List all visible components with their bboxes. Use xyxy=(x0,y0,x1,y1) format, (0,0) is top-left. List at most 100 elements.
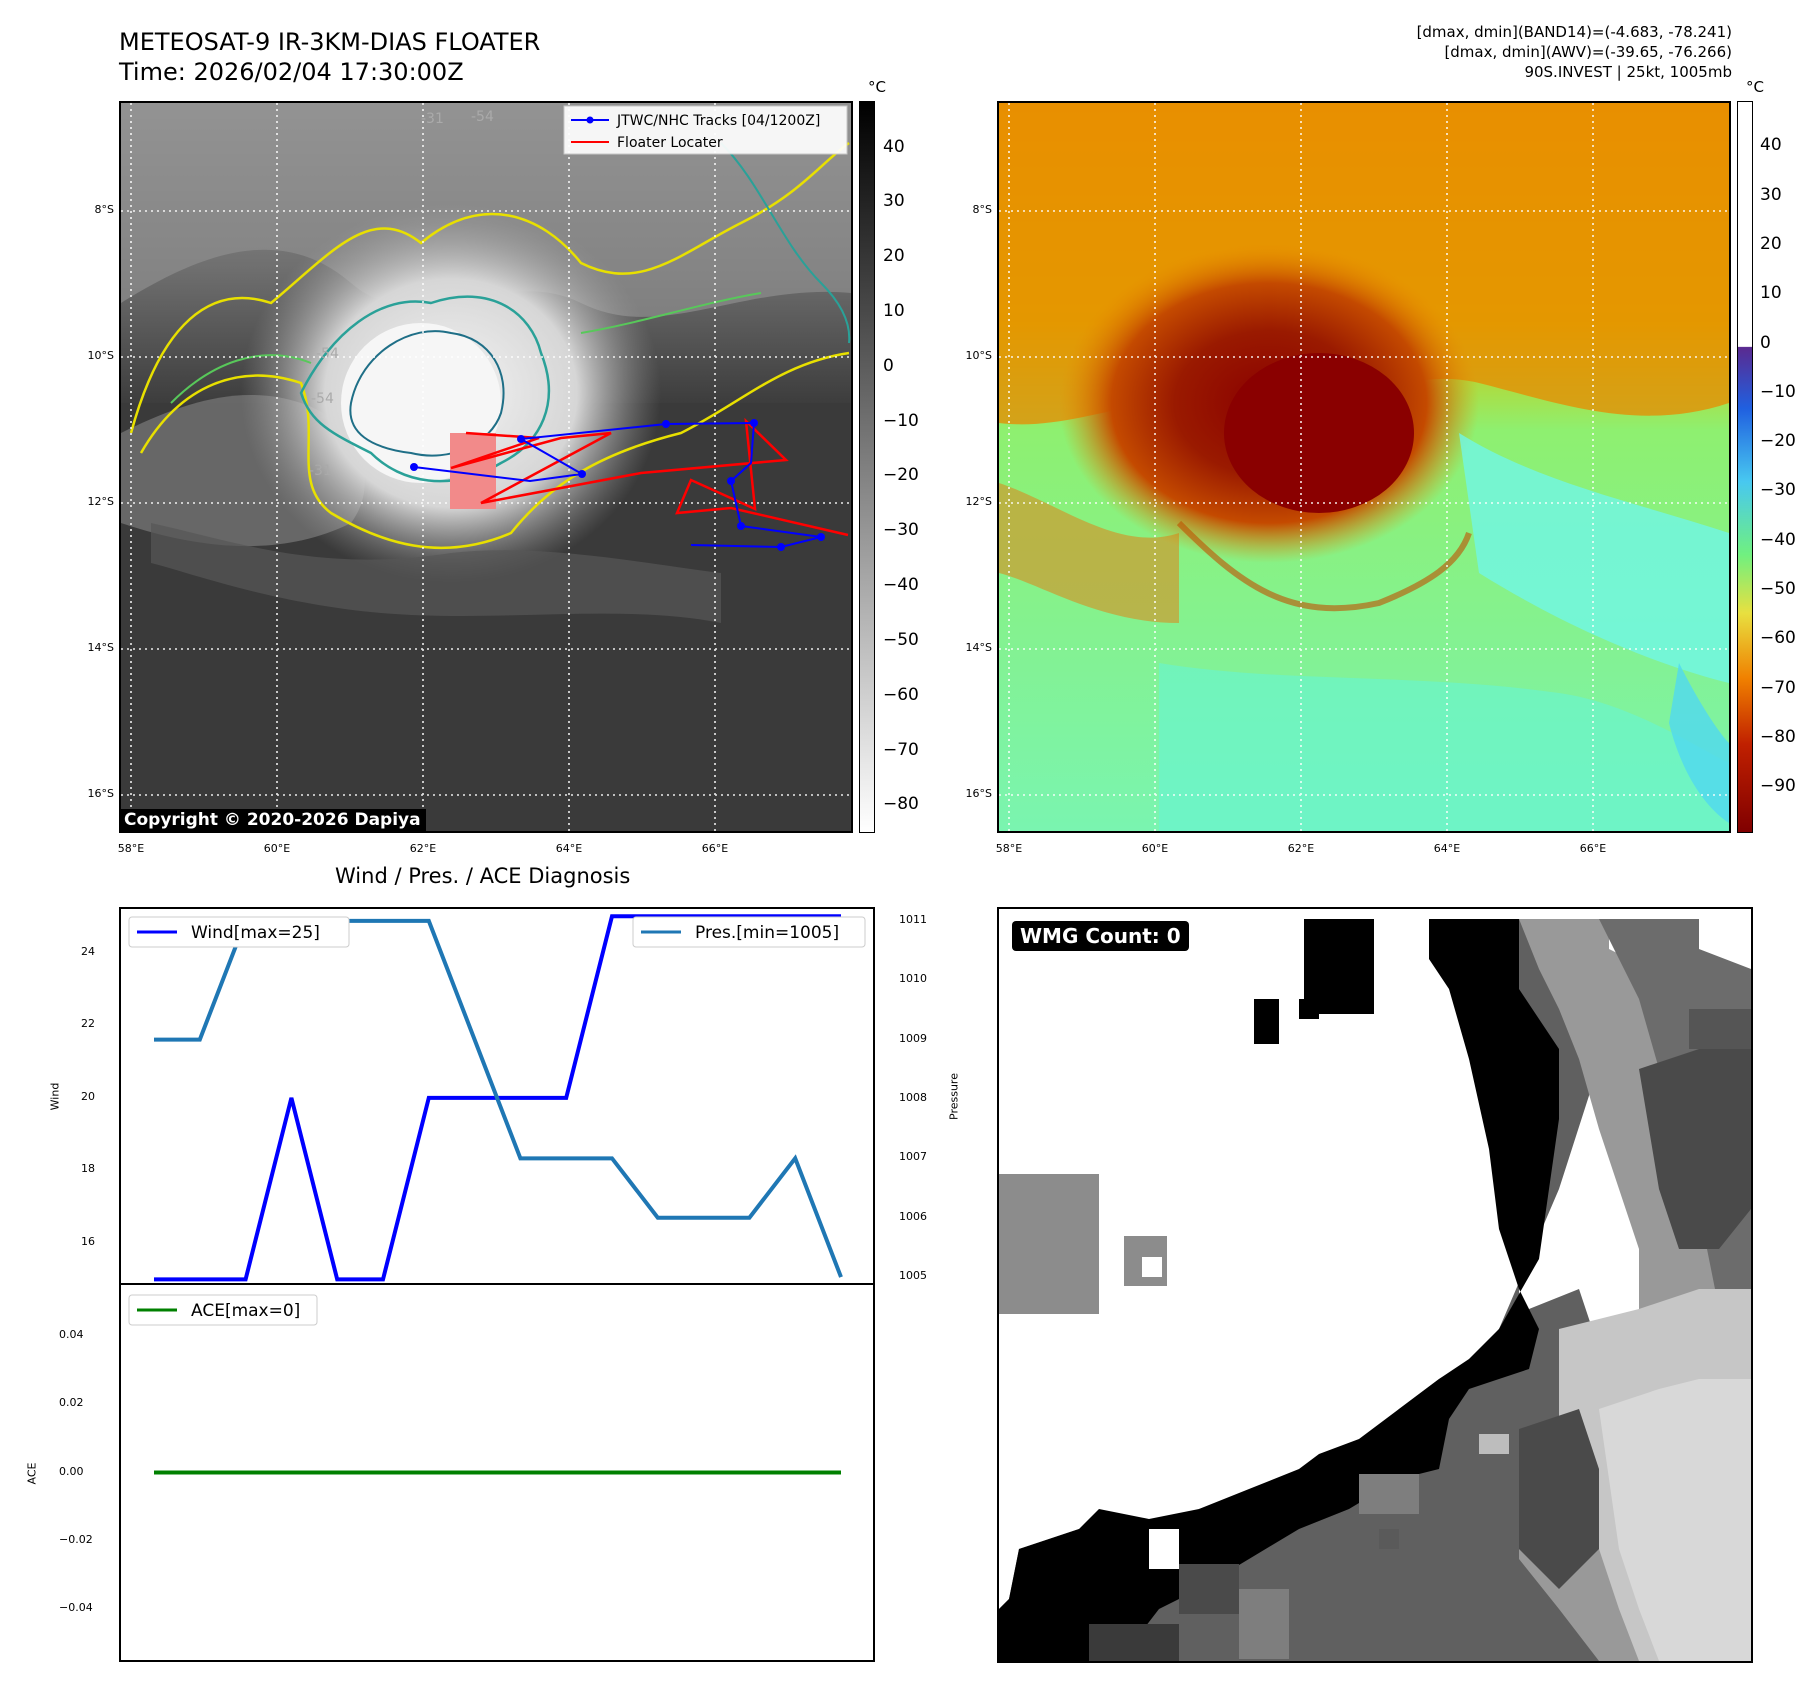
wind-legend-label: Wind[max=25] xyxy=(191,923,320,943)
colorbar-tick: 40 xyxy=(1760,135,1782,156)
ace-legend: ACE[max=0] xyxy=(128,1294,318,1326)
wmg-image xyxy=(999,919,1751,1661)
graticule xyxy=(999,103,1729,831)
colorbar-tick: 20 xyxy=(883,246,905,267)
colorbar-tick: 10 xyxy=(1760,283,1782,304)
ace-legend-label: ACE[max=0] xyxy=(191,1301,300,1321)
lon-label: 60°E xyxy=(263,842,291,855)
colorbar-tick: −40 xyxy=(883,575,919,596)
lon-label: 58°E xyxy=(995,842,1023,855)
wmg-count-badge: WMG Count: 0 xyxy=(1012,921,1189,951)
colorbar-tick: −10 xyxy=(1760,381,1796,402)
contour-label: -54 xyxy=(316,346,339,362)
diagnosis-chart: Wind[max=25] Pres.[min=1005] ACE[max=0] xyxy=(113,907,881,1662)
contour-label: -54 xyxy=(471,109,494,125)
colorbar-tick: −50 xyxy=(883,629,919,650)
pressure-tick-label: 1005 xyxy=(899,1269,927,1283)
colorbar-tick: −30 xyxy=(883,520,919,541)
pressure-tick-label: 1010 xyxy=(899,972,927,986)
colorbar-tick: −80 xyxy=(1760,726,1796,747)
pressure-tick-label: 1009 xyxy=(899,1031,927,1045)
colorbar-tick: 10 xyxy=(883,301,905,321)
awv-satellite-image xyxy=(999,103,1729,831)
awv-colorbar xyxy=(1737,101,1753,833)
ace-tick-label: 0.00 xyxy=(59,1464,84,1478)
colorbar-tick: 30 xyxy=(1760,184,1782,205)
lat-label: 14°S xyxy=(87,641,114,654)
lon-label: 66°E xyxy=(701,842,729,855)
colorbar-tick: 20 xyxy=(1760,233,1782,254)
wind-legend: Wind[max=25] xyxy=(128,916,350,948)
figure-title: METEOSAT-9 IR-3KM-DIAS FLOATER xyxy=(119,28,541,56)
colorbar-tick: 30 xyxy=(883,191,905,212)
legend-locater-label: Floater Locater xyxy=(617,135,723,151)
ir-satellite-image: -31 -54 -54 -31 -54 JT xyxy=(121,103,851,831)
awv-stats: [dmax, dmin](AWV)=(-39.65, -76.266) xyxy=(1444,43,1732,61)
ir-colorbar xyxy=(859,101,875,833)
colorbar-tick: −60 xyxy=(1760,628,1796,649)
lat-label: 14°S xyxy=(965,641,992,654)
ace-tick-label: 0.02 xyxy=(59,1396,84,1410)
ace-axis-label: ACE xyxy=(25,1462,39,1485)
wind-tick-label: 22 xyxy=(81,1017,95,1031)
lat-label: 8°S xyxy=(94,203,114,216)
colorbar-tick: −60 xyxy=(883,684,919,705)
colorbar-tick: −40 xyxy=(1760,529,1796,550)
lat-label: 12°S xyxy=(965,495,992,508)
diagnosis-title: Wind / Pres. / ACE Diagnosis xyxy=(335,864,631,888)
lat-label: 10°S xyxy=(965,349,992,362)
ace-tick-label: −0.04 xyxy=(59,1600,93,1614)
colorbar-tick: −90 xyxy=(1760,776,1796,797)
contour-label: -31 xyxy=(421,111,444,127)
ace-tick-label: 0.04 xyxy=(59,1328,84,1342)
wind-tick-label: 24 xyxy=(81,944,95,958)
colorbar-tick: 0 xyxy=(1760,332,1771,353)
awv-map-panel xyxy=(997,101,1731,833)
track-points xyxy=(410,419,825,551)
colorbar-unit: °C xyxy=(1746,78,1764,96)
lon-label: 64°E xyxy=(555,842,583,855)
lat-label: 16°S xyxy=(965,787,992,800)
lon-label: 58°E xyxy=(117,842,145,855)
colorbar-tick: −10 xyxy=(883,410,919,431)
lat-label: 12°S xyxy=(87,495,114,508)
lat-label: 16°S xyxy=(87,787,114,800)
map-legend: JTWC/NHC Tracks [04/1200Z] Floater Locat… xyxy=(563,105,848,155)
lon-label: 64°E xyxy=(1433,842,1461,855)
colorbar-unit: °C xyxy=(868,78,886,96)
wmg-panel xyxy=(997,907,1753,1663)
storm-info: 90S.INVEST | 25kt, 1005mb xyxy=(1524,63,1732,81)
colorbar-tick: −20 xyxy=(883,465,919,486)
ace-tick-label: −0.02 xyxy=(59,1532,93,1546)
copyright-badge: Copyright © 2020-2026 Dapiya xyxy=(119,809,426,832)
pressure-tick-label: 1011 xyxy=(899,912,927,926)
lon-label: 62°E xyxy=(1287,842,1315,855)
legend-tracks-label: JTWC/NHC Tracks [04/1200Z] xyxy=(616,113,820,129)
pressure-tick-label: 1006 xyxy=(899,1209,927,1223)
ir-map-panel: -31 -54 -54 -31 -54 JT xyxy=(119,101,853,833)
pres-legend-label: Pres.[min=1005] xyxy=(695,923,839,943)
pressure-axis-label: Pressure xyxy=(947,1073,961,1120)
pressure-tick-label: 1008 xyxy=(899,1090,927,1104)
contour-label: -31 xyxy=(309,463,332,479)
floater-box xyxy=(450,433,496,509)
lon-label: 66°E xyxy=(1579,842,1607,855)
graticule xyxy=(121,103,851,831)
colorbar-tick: 40 xyxy=(883,136,905,157)
lat-label: 8°S xyxy=(972,203,992,216)
colorbar-tick: 0 xyxy=(883,355,894,376)
jtwc-track-path xyxy=(413,421,822,549)
contour-label: -54 xyxy=(311,391,334,407)
colorbar-tick: −70 xyxy=(883,739,919,760)
wind-tick-label: 16 xyxy=(81,1235,95,1249)
diagnosis-panel: Wind[max=25] Pres.[min=1005] ACE[max=0] xyxy=(113,907,881,1663)
lon-label: 60°E xyxy=(1141,842,1169,855)
colorbar-tick: −20 xyxy=(1760,431,1796,452)
wind-tick-label: 20 xyxy=(81,1089,95,1103)
figure-timestamp: Time: 2026/02/04 17:30:00Z xyxy=(119,58,464,86)
wind-axis-label: Wind xyxy=(48,1082,62,1111)
wind-tick-label: 18 xyxy=(81,1162,95,1176)
band14-stats: [dmax, dmin](BAND14)=(-4.683, -78.241) xyxy=(1416,23,1732,41)
pres-legend: Pres.[min=1005] xyxy=(632,916,866,948)
pressure-tick-label: 1007 xyxy=(899,1150,927,1164)
